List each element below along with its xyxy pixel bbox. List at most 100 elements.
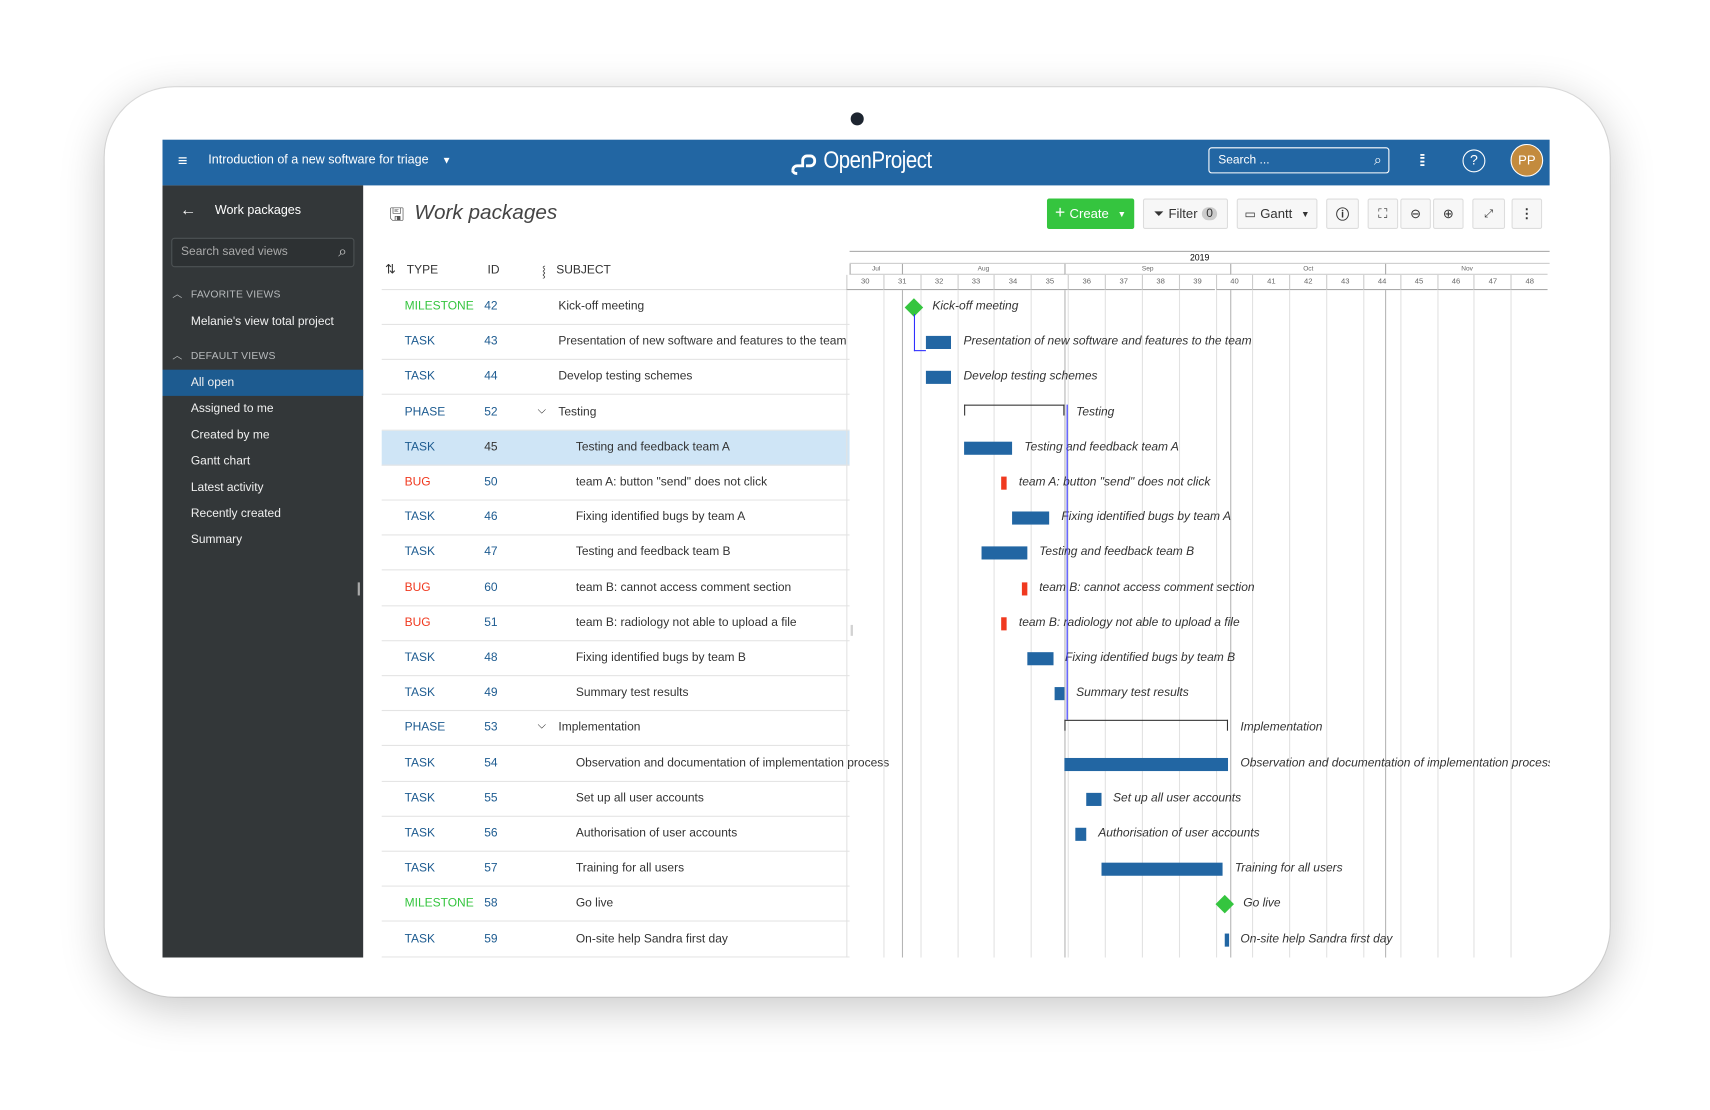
row-subject[interactable]: Authorisation of user accounts <box>575 826 738 840</box>
row-id-link[interactable]: 52 <box>484 405 498 419</box>
search-icon[interactable]: ⌕ <box>1373 151 1382 168</box>
back-arrow-icon[interactable]: ← <box>179 200 197 220</box>
table-row[interactable]: PHASE 52 ⌵ Testing <box>381 395 850 431</box>
table-row[interactable]: PHASE 53 ⌵ Implementation <box>381 711 850 747</box>
row-id-link[interactable]: 57 <box>484 861 498 875</box>
row-subject[interactable]: Go live <box>575 896 614 910</box>
zoom-auto-button[interactable]: ⛶ <box>1367 198 1399 230</box>
table-row[interactable]: BUG 51 team B: radiology not able to upl… <box>381 606 850 642</box>
table-row[interactable]: TASK 49 Summary test results <box>381 676 850 712</box>
task-bar[interactable] <box>1054 687 1065 701</box>
row-subject[interactable]: Training for all users <box>575 861 685 875</box>
row-id-link[interactable]: 44 <box>484 370 498 384</box>
task-bar[interactable] <box>1086 792 1102 806</box>
table-row[interactable]: BUG 50 team A: button "send" does not cl… <box>381 466 850 501</box>
sidebar-item-latest-activity[interactable]: Latest activity <box>190 480 264 495</box>
table-row[interactable]: TASK 47 Testing and feedback team B <box>381 536 850 571</box>
sidebar-item-summary[interactable]: Summary <box>190 533 243 547</box>
row-id-link[interactable]: 54 <box>484 756 498 770</box>
table-row[interactable]: TASK 54 Observation and documentation of… <box>381 747 889 782</box>
row-id-link[interactable]: 60 <box>484 580 498 594</box>
task-bar[interactable] <box>1101 862 1223 876</box>
row-id-link[interactable]: 48 <box>484 651 498 665</box>
view-mode-button[interactable]: ▭ Gantt ▼ <box>1236 198 1318 230</box>
bug-bar[interactable] <box>1001 476 1007 490</box>
task-bar[interactable] <box>1224 933 1230 947</box>
zoom-out-button[interactable]: ⊖ <box>1400 198 1431 230</box>
hierarchy-icon[interactable]: ⸾ <box>542 266 546 279</box>
row-subject[interactable]: Kick-off meeting <box>558 299 645 314</box>
task-bar[interactable] <box>1027 652 1054 666</box>
sort-icon[interactable]: ⇅ <box>384 261 396 278</box>
row-subject[interactable]: Fixing identified bugs by team A <box>575 510 746 524</box>
table-row[interactable]: MILESTONE 42 Kick-off meeting <box>381 290 850 325</box>
caret-down-icon[interactable]: ▼ <box>441 154 452 166</box>
sidebar-item-assigned-to-me[interactable]: Assigned to me <box>190 402 274 416</box>
help-icon[interactable]: ? <box>1462 149 1486 173</box>
global-search-input[interactable]: Search ... ⌕ <box>1208 147 1390 174</box>
sidebar-item-melanies-view[interactable]: Melanie's view total project <box>190 315 334 329</box>
row-subject[interactable]: team B: radiology not able to upload a f… <box>575 615 797 630</box>
create-button[interactable]: + Create ▼ <box>1046 198 1135 230</box>
table-row[interactable]: TASK 59 On-site help Sandra first day <box>381 922 850 958</box>
table-row[interactable]: BUG 60 team B: cannot access comment sec… <box>381 571 850 606</box>
task-bar[interactable] <box>1075 827 1087 841</box>
row-subject[interactable]: team A: button "send" does not click <box>575 475 768 489</box>
row-id-link[interactable]: 46 <box>484 510 498 524</box>
row-subject[interactable]: Presentation of new software and feature… <box>558 335 847 349</box>
row-subject[interactable]: Develop testing schemes <box>558 370 693 384</box>
task-bar[interactable] <box>981 546 1028 560</box>
row-id-link[interactable]: 47 <box>484 545 498 559</box>
row-id-link[interactable]: 56 <box>484 826 498 840</box>
row-id-link[interactable]: 42 <box>484 299 498 314</box>
fullscreen-button[interactable]: ⤢ <box>1472 198 1506 230</box>
filter-button[interactable]: ⏷ Filter 0 <box>1142 198 1229 230</box>
row-id-link[interactable]: 49 <box>484 686 498 700</box>
table-row[interactable]: MILESTONE 58 Go live <box>381 887 850 922</box>
row-id-link[interactable]: 45 <box>484 440 498 454</box>
collapse-chevron-icon[interactable]: ⌵ <box>537 404 546 417</box>
row-subject[interactable]: Testing and feedback team B <box>575 545 731 559</box>
table-row[interactable]: TASK 44 Develop testing schemes <box>381 360 850 396</box>
save-icon[interactable]: 🖫 <box>389 206 405 225</box>
row-id-link[interactable]: 53 <box>484 721 498 735</box>
row-id-link[interactable]: 59 <box>484 932 498 946</box>
bug-bar[interactable] <box>1001 617 1007 631</box>
column-subject[interactable]: SUBJECT <box>556 263 611 278</box>
project-selector[interactable]: Introduction of a new software for triag… <box>208 153 429 167</box>
bug-bar[interactable] <box>1021 581 1028 596</box>
phase-bracket[interactable] <box>964 404 1065 416</box>
row-subject[interactable]: Testing and feedback team A <box>575 440 730 454</box>
column-id[interactable]: ID <box>487 263 500 278</box>
task-bar[interactable] <box>1064 757 1229 771</box>
row-subject[interactable]: Implementation <box>558 721 641 735</box>
row-id-link[interactable]: 43 <box>484 335 498 349</box>
row-subject[interactable]: Set up all user accounts <box>575 791 704 805</box>
sidebar-item-created-by-me[interactable]: Created by me <box>190 428 270 442</box>
table-row[interactable]: TASK 48 Fixing identified bugs by team B <box>381 641 850 677</box>
hamburger-menu-icon[interactable]: ≡ <box>177 151 188 171</box>
split-resize-handle[interactable] <box>850 624 853 636</box>
row-id-link[interactable]: 55 <box>484 791 498 805</box>
user-avatar[interactable]: PP <box>1510 143 1544 177</box>
row-id-link[interactable]: 58 <box>484 896 498 910</box>
sidebar-item-gantt-chart[interactable]: Gantt chart <box>190 454 251 468</box>
modules-grid-icon[interactable]: ⁞⁞⁞ <box>1418 151 1426 171</box>
row-id-link[interactable]: 51 <box>484 615 498 630</box>
collapse-defaults-icon[interactable]: ︿ <box>172 350 183 361</box>
row-subject[interactable]: Observation and documentation of impleme… <box>575 756 890 770</box>
more-button[interactable]: ⋮ <box>1511 198 1543 230</box>
table-row[interactable]: TASK 55 Set up all user accounts <box>381 782 850 817</box>
row-subject[interactable]: On-site help Sandra first day <box>575 932 728 946</box>
row-subject[interactable]: Testing <box>558 405 597 419</box>
table-row[interactable]: TASK 45 Testing and feedback team A <box>381 430 850 466</box>
row-subject[interactable]: team B: cannot access comment section <box>575 580 792 594</box>
details-button[interactable]: ⓘ <box>1326 198 1359 230</box>
column-type[interactable]: TYPE <box>406 263 439 278</box>
task-bar[interactable] <box>925 336 952 350</box>
table-row[interactable]: TASK 56 Authorisation of user accounts <box>381 817 850 852</box>
table-row[interactable]: TASK 46 Fixing identified bugs by team A <box>381 501 850 536</box>
saved-views-search-input[interactable]: Search saved views ⌕ <box>171 237 355 268</box>
sidebar-resize-handle[interactable] <box>357 582 360 596</box>
search-icon[interactable]: ⌕ <box>338 242 347 260</box>
